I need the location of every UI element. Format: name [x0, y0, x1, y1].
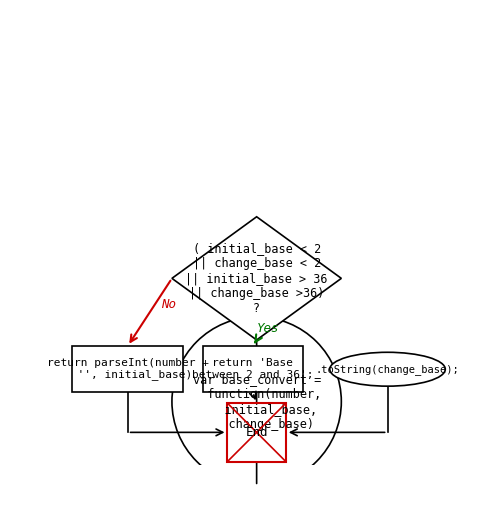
Text: return parseInt(number +
  '', initial_base): return parseInt(number + '', initial_bas… — [47, 358, 209, 380]
Polygon shape — [172, 217, 342, 340]
Text: No: No — [161, 299, 177, 311]
Ellipse shape — [330, 353, 445, 386]
Bar — [203, 346, 303, 392]
Bar — [227, 403, 286, 462]
Text: .toString(change_base);: .toString(change_base); — [316, 364, 459, 374]
Text: var base_convert =
  function(number,
    initial_base,
    change_base): var base_convert = function(number, init… — [193, 372, 321, 430]
Text: ( initial_base < 2
|| change_base < 2
|| initial_base > 36
|| change_base >36)
?: ( initial_base < 2 || change_base < 2 ||… — [186, 242, 328, 315]
Text: return 'Base
between 2 and 36';: return 'Base between 2 and 36'; — [192, 358, 313, 380]
Ellipse shape — [172, 317, 342, 486]
Text: End: End — [245, 426, 268, 439]
Text: Yes: Yes — [257, 322, 279, 335]
Bar — [72, 346, 184, 392]
